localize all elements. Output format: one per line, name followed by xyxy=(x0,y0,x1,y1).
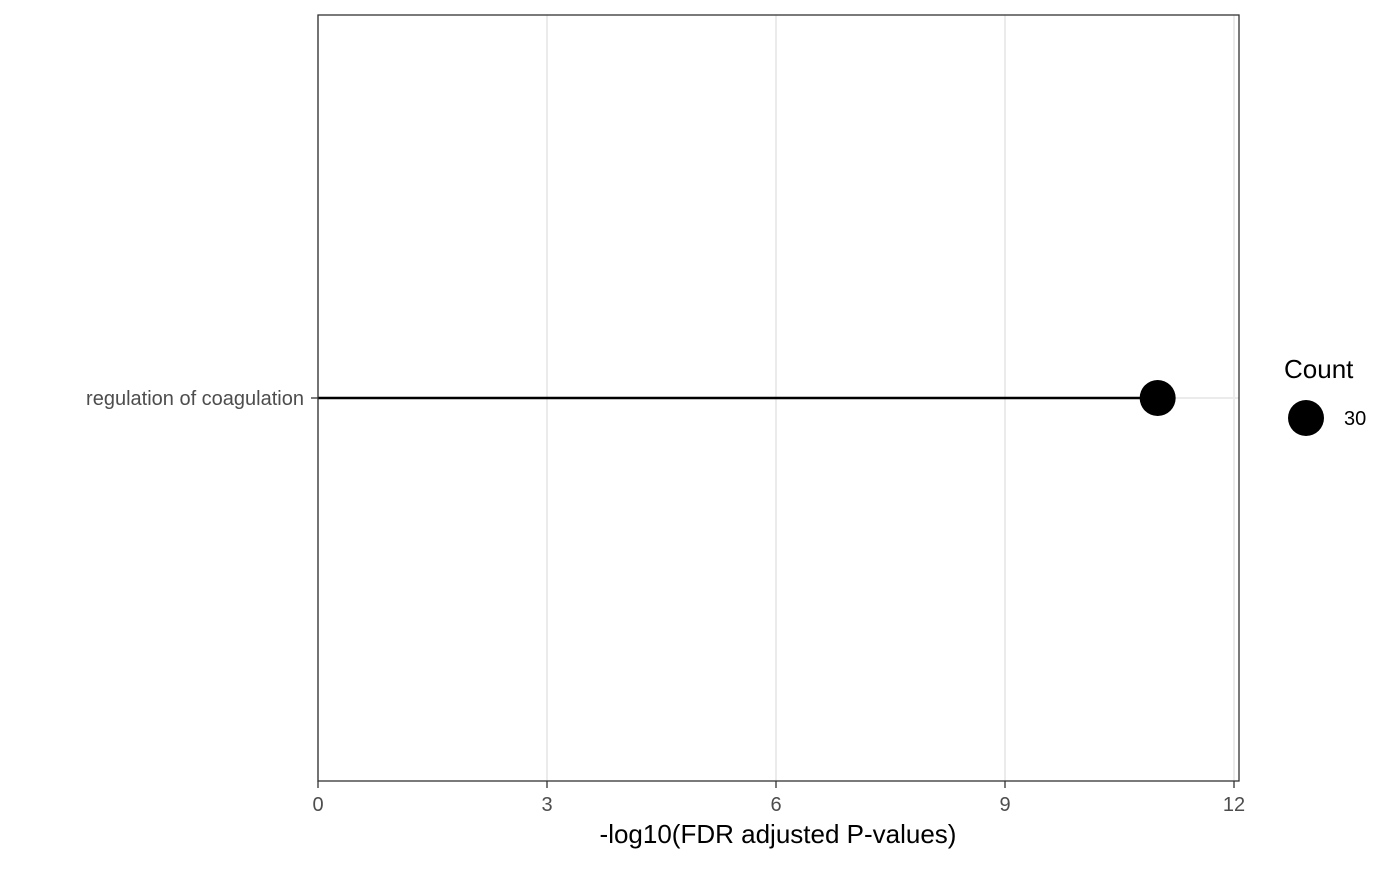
x-tick-label: 3 xyxy=(541,794,552,816)
legend-key xyxy=(1288,400,1324,436)
legend-label: 30 xyxy=(1344,408,1366,430)
y-tick-label: regulation of coagulation xyxy=(86,388,304,410)
legend: Count 30 xyxy=(1284,354,1366,436)
lollipop-point xyxy=(1139,380,1176,416)
x-tick-label: 12 xyxy=(1223,794,1245,816)
x-axis-title: -log10(FDR adjusted P-values) xyxy=(600,819,957,849)
data-marks xyxy=(318,380,1176,416)
x-tick-label: 9 xyxy=(999,794,1010,816)
legend-title: Count xyxy=(1284,354,1354,384)
x-tick-label: 6 xyxy=(770,794,781,816)
axes: 0 3 6 9 12 regulation of coagulation xyxy=(86,388,1245,816)
x-tick-label: 0 xyxy=(312,794,323,816)
